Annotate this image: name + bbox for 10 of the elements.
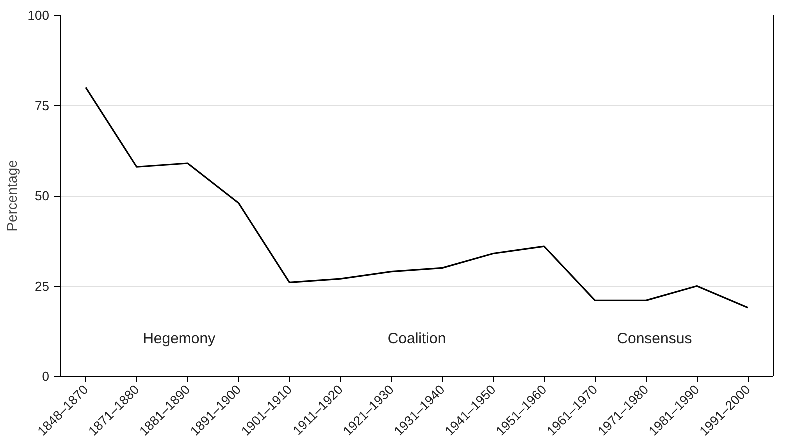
y-tick-label: 0 [42,369,50,384]
annotation: Consensus [617,330,692,348]
y-tick-label: 50 [35,188,50,204]
y-tick-label: 25 [35,278,50,294]
annotation: Coalition [388,330,446,348]
line-series [85,86,749,309]
y-tick-label: 100 [28,8,50,23]
y-tick-label: 75 [35,98,50,114]
annotation: Hegemony [143,330,216,348]
y-axis-title: Percentage [4,160,20,232]
